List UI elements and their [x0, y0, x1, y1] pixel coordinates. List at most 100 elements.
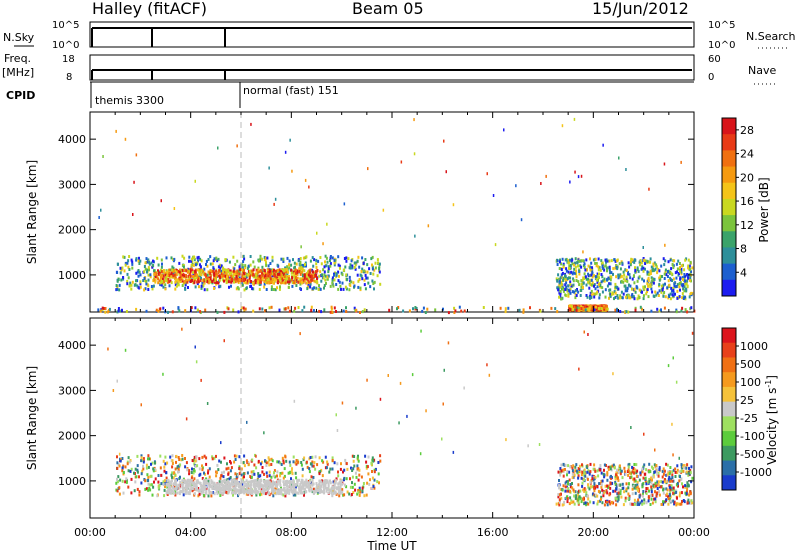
- noise-cell: [115, 129, 117, 133]
- echo-cell: [138, 490, 141, 494]
- echo-cell: [218, 485, 221, 489]
- echo-cell: [641, 290, 643, 294]
- echo-cell: [162, 459, 165, 463]
- echo-cell: [147, 454, 150, 458]
- echo-cell: [686, 285, 689, 289]
- echo-cell: [326, 487, 329, 491]
- echo-cell: [255, 268, 258, 272]
- echo-cell: [203, 288, 206, 292]
- echo-cell: [243, 272, 246, 276]
- echo-cell: [561, 287, 564, 291]
- echo-cell: [276, 286, 278, 290]
- echo-cell: [568, 304, 571, 308]
- echo-cell: [633, 297, 636, 301]
- noise-cell: [135, 153, 138, 157]
- echo-cell: [363, 278, 366, 282]
- echo-cell: [284, 455, 287, 459]
- echo-cell: [582, 281, 585, 285]
- echo-cell: [608, 493, 611, 497]
- echo-cell: [594, 261, 597, 265]
- echo-cell: [560, 280, 563, 284]
- echo-cell: [100, 308, 103, 312]
- echo-cell: [234, 491, 237, 495]
- echo-cell: [143, 276, 146, 280]
- echo-cell: [217, 490, 220, 494]
- echo-cell: [187, 286, 189, 289]
- nsearch-tick-top: 10^5: [708, 20, 735, 31]
- echo-cell: [291, 467, 293, 471]
- echo-cell: [197, 487, 200, 490]
- echo-cell: [624, 310, 627, 314]
- echo-cell: [280, 257, 283, 261]
- echo-cell: [339, 485, 342, 488]
- echo-cell: [558, 279, 561, 283]
- echo-cell: [181, 268, 184, 272]
- echo-cell: [215, 271, 218, 275]
- noise-cell: [580, 174, 583, 178]
- echo-cell: [257, 459, 260, 463]
- echo-cell: [278, 268, 281, 272]
- echo-cell: [655, 494, 658, 498]
- echo-cell: [232, 275, 235, 279]
- echo-cell: [678, 494, 681, 498]
- echo-cell: [159, 277, 162, 281]
- echo-cell: [621, 482, 624, 486]
- echo-cell: [246, 491, 249, 495]
- echo-cell: [631, 287, 633, 291]
- echo-cell: [672, 277, 675, 281]
- echo-cell: [654, 500, 657, 504]
- echo-cell: [167, 310, 169, 314]
- echo-cell: [575, 269, 578, 273]
- echo-cell: [264, 492, 267, 496]
- echo-cell: [218, 274, 221, 278]
- echo-cell: [676, 464, 679, 468]
- echo-cell: [608, 282, 611, 286]
- echo-cell: [378, 265, 381, 269]
- echo-cell: [588, 487, 591, 491]
- echo-cell: [199, 472, 202, 476]
- echo-cell: [287, 485, 290, 489]
- echo-cell: [372, 282, 375, 285]
- echo-cell: [191, 481, 194, 485]
- echo-cell: [103, 307, 106, 310]
- echo-cell: [597, 474, 600, 478]
- echo-cell: [679, 478, 682, 481]
- echo-cell: [222, 479, 224, 483]
- echo-cell: [285, 491, 288, 495]
- echo-cell: [208, 280, 211, 284]
- echo-cell: [224, 478, 227, 482]
- echo-cell: [268, 474, 271, 478]
- echo-cell: [234, 479, 237, 483]
- echo-cell: [573, 494, 576, 498]
- echo-cell: [225, 467, 228, 471]
- echo-cell: [267, 277, 270, 281]
- echo-cell: [155, 308, 158, 312]
- echo-cell: [600, 273, 603, 276]
- echo-cell: [275, 487, 278, 491]
- echo-cell: [308, 467, 311, 471]
- echo-cell: [246, 266, 249, 270]
- echo-cell: [273, 491, 276, 495]
- echo-cell: [610, 271, 613, 275]
- echo-cell: [585, 294, 588, 297]
- echo-cell: [606, 471, 609, 475]
- echo-cell: [263, 272, 266, 276]
- echo-cell: [266, 484, 269, 488]
- echo-cell: [585, 307, 588, 311]
- echo-cell: [601, 261, 604, 265]
- echo-cell: [172, 266, 175, 270]
- echo-cell: [678, 295, 681, 299]
- echo-cell: [661, 288, 664, 292]
- echo-cell: [271, 483, 274, 487]
- echo-cell: [292, 491, 294, 495]
- echo-cell: [679, 281, 682, 285]
- echo-cell: [638, 502, 641, 506]
- echo-cell: [276, 474, 278, 478]
- echo-cell: [154, 461, 156, 465]
- echo-cell: [116, 262, 119, 266]
- echo-cell: [369, 478, 371, 482]
- echo-cell: [194, 487, 197, 491]
- echo-cell: [179, 463, 182, 467]
- echo-cell: [245, 486, 248, 490]
- echo-cell: [196, 262, 199, 266]
